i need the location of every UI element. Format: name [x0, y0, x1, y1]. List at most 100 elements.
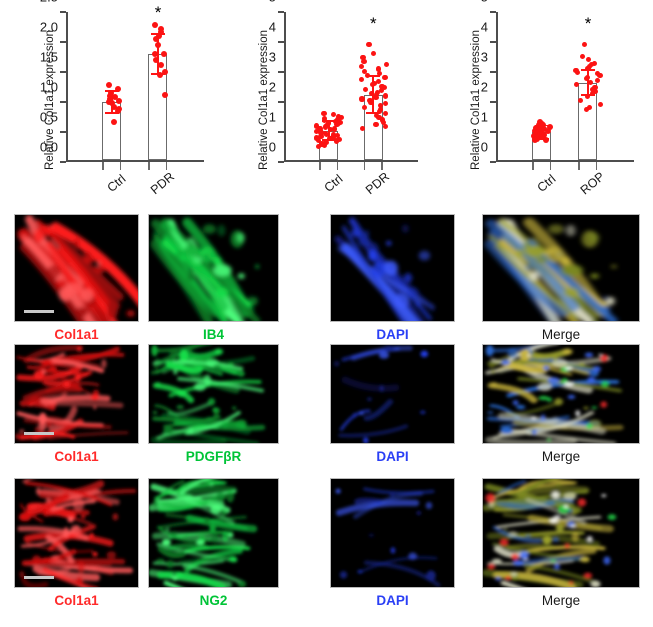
- micrograph-image: [149, 479, 278, 587]
- data-point: [115, 85, 122, 92]
- data-point: [362, 68, 368, 74]
- data-point: [381, 85, 387, 91]
- data-point: [369, 91, 375, 97]
- y-tick: [278, 71, 284, 73]
- data-point: [158, 25, 165, 32]
- error-bar: [157, 34, 159, 74]
- data-point: [321, 110, 327, 116]
- y-tick-label: 3: [268, 49, 276, 65]
- data-point: [533, 129, 540, 136]
- data-point: [543, 137, 550, 144]
- data-point: [373, 94, 379, 101]
- micrograph-panel-merge[interactable]: [482, 214, 640, 322]
- data-point: [598, 101, 604, 107]
- data-point: [363, 86, 369, 92]
- y-axis-label: Relative Col1a1 expression: [258, 30, 270, 170]
- micrograph-panel-green[interactable]: [148, 478, 279, 588]
- data-point: [368, 99, 374, 105]
- data-point: [321, 142, 328, 149]
- data-point: [327, 136, 333, 142]
- data-point: [585, 65, 591, 71]
- data-point: [597, 73, 603, 79]
- x-tick-label-ctrl: Ctrl: [534, 171, 559, 195]
- micrograph-panel-merge[interactable]: [482, 478, 640, 588]
- y-tick: [60, 101, 66, 103]
- micrograph-panel-green[interactable]: [148, 344, 279, 444]
- data-point: [383, 124, 389, 130]
- data-point: [334, 133, 340, 139]
- data-point: [375, 79, 381, 85]
- y-tick: [60, 161, 66, 163]
- data-point: [370, 50, 376, 56]
- micrograph-panel-green[interactable]: [148, 214, 279, 322]
- channel-label-ib4: IB4: [202, 327, 224, 342]
- x-tick: [319, 162, 321, 170]
- micrograph-panel-blue[interactable]: [330, 344, 455, 444]
- y-tick-label: 1.0: [39, 79, 58, 95]
- data-point: [383, 100, 389, 107]
- y-tick: [60, 41, 66, 43]
- data-point: [161, 51, 168, 57]
- micrograph-panel-blue[interactable]: [330, 478, 455, 588]
- x-tick: [148, 162, 151, 170]
- x-tick: [381, 162, 383, 170]
- micrograph-panel-red[interactable]: [14, 344, 139, 444]
- channel-label-col1a1: Col1a1: [54, 593, 99, 608]
- data-point: [155, 42, 162, 48]
- micrograph-panel-red[interactable]: [14, 214, 139, 322]
- data-point: [162, 69, 169, 75]
- data-point: [383, 61, 389, 68]
- data-point: [376, 115, 382, 121]
- data-point: [594, 70, 600, 77]
- data-point: [377, 103, 384, 109]
- data-point: [586, 104, 593, 110]
- micrograph-row: Col1a1 IB4 DAPI Merge: [0, 212, 653, 342]
- data-point: [540, 122, 547, 129]
- y-tick: [278, 131, 284, 133]
- data-point: [105, 82, 112, 89]
- y-tick-label: 1: [480, 109, 488, 125]
- micrograph-panel-red[interactable]: [14, 478, 139, 588]
- data-point: [591, 61, 597, 67]
- plot-area: 0 1 2 3 4 5 Ctrl ROP *: [481, 0, 634, 197]
- data-point: [374, 91, 380, 98]
- data-point: [334, 121, 340, 128]
- data-point: [531, 136, 538, 143]
- data-point: [361, 58, 367, 65]
- data-point: [110, 103, 117, 110]
- y-tick-label: 0.5: [39, 109, 58, 125]
- scale-bar: [24, 575, 54, 579]
- data-point: [545, 128, 552, 135]
- data-point: [330, 112, 337, 118]
- data-point: [583, 76, 590, 82]
- data-point: [573, 82, 579, 88]
- y-axis-label: Relative Col1a1 expression: [44, 30, 56, 170]
- y-tick: [278, 161, 284, 163]
- y-tick-label: 1: [268, 109, 276, 125]
- y-tick-label: 5: [481, 0, 488, 5]
- channel-label-dapi: DAPI: [376, 593, 409, 608]
- data-point: [152, 36, 159, 42]
- micrograph-image: [15, 479, 138, 587]
- micrograph-image: [483, 479, 639, 587]
- data-point: [313, 128, 319, 134]
- data-point: [158, 61, 165, 68]
- x-tick: [363, 162, 366, 170]
- data-point: [115, 97, 122, 104]
- data-point: [546, 123, 553, 130]
- x-axis: [496, 160, 634, 162]
- channel-label-ng2: NG2: [199, 593, 228, 608]
- data-point: [359, 125, 365, 131]
- data-point: [323, 124, 329, 131]
- significance-marker: *: [370, 14, 377, 34]
- data-point: [585, 56, 592, 62]
- micrograph-panel-blue[interactable]: [330, 214, 455, 322]
- micrograph-panel-merge[interactable]: [482, 344, 640, 444]
- data-point: [114, 108, 121, 114]
- channel-label-merge: Merge: [541, 449, 581, 464]
- data-point: [156, 72, 163, 78]
- x-tick: [119, 162, 122, 170]
- data-point: [383, 110, 389, 116]
